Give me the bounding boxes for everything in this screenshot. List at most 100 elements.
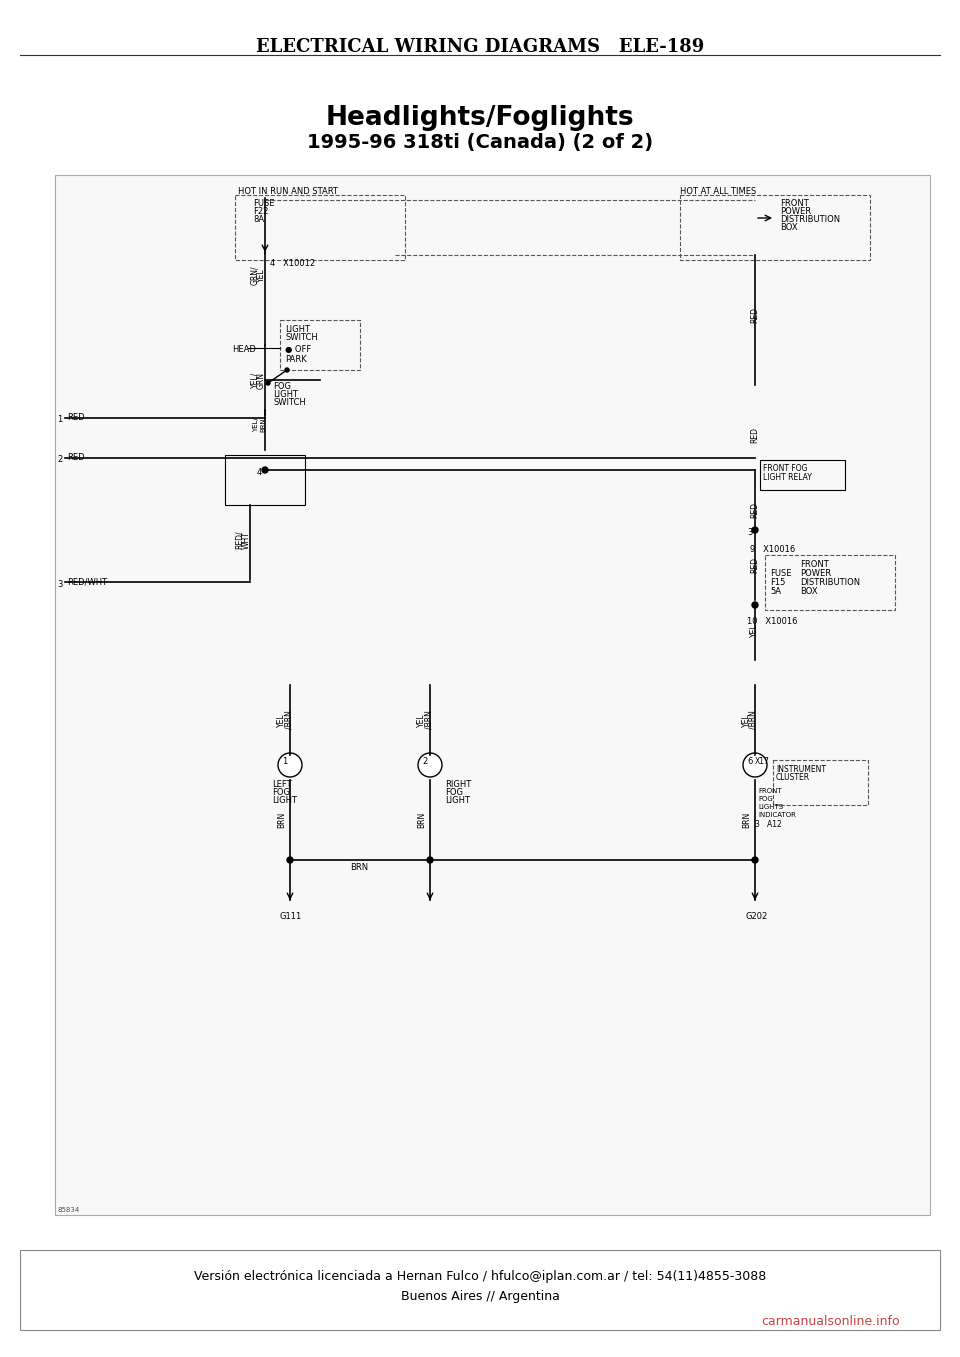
Text: BRN: BRN	[350, 863, 368, 873]
Circle shape	[278, 753, 302, 778]
Text: 8A: 8A	[253, 214, 264, 224]
Text: YEL: YEL	[277, 714, 286, 727]
Text: LIGHT RELAY: LIGHT RELAY	[763, 474, 812, 482]
Text: ELECTRICAL WIRING DIAGRAMS   ELE-189: ELECTRICAL WIRING DIAGRAMS ELE-189	[256, 38, 704, 56]
Text: /BRN: /BRN	[424, 711, 433, 730]
Circle shape	[752, 603, 758, 608]
Text: RED: RED	[750, 427, 759, 442]
Text: carmanualsonline.info: carmanualsonline.info	[761, 1315, 900, 1329]
Text: CLUSTER: CLUSTER	[776, 773, 810, 782]
Text: BOX: BOX	[780, 223, 798, 232]
Circle shape	[752, 858, 758, 863]
Text: G111: G111	[280, 912, 302, 921]
Circle shape	[287, 858, 293, 863]
Text: 3   A12: 3 A12	[755, 820, 781, 829]
Text: YEL: YEL	[750, 623, 759, 636]
Bar	[20, 1250, 940, 1330]
Text: LIGHT: LIGHT	[273, 389, 298, 399]
Circle shape	[266, 381, 270, 385]
Text: G202: G202	[745, 912, 767, 921]
Text: FRONT: FRONT	[800, 560, 828, 569]
Text: RED: RED	[67, 413, 84, 422]
Text: FUSE: FUSE	[253, 199, 275, 208]
Text: 3: 3	[57, 579, 62, 589]
Text: BRN: BRN	[260, 418, 266, 433]
Text: FOG: FOG	[758, 797, 773, 802]
Text: 1: 1	[57, 415, 62, 423]
Text: INDICATOR: INDICATOR	[758, 811, 796, 818]
Text: RED: RED	[750, 307, 759, 323]
Text: F22: F22	[253, 208, 269, 216]
Bar	[225, 455, 305, 505]
Text: DISTRIBUTION: DISTRIBUTION	[800, 578, 860, 588]
Text: POWER: POWER	[780, 208, 811, 216]
Text: BOX: BOX	[800, 588, 818, 596]
Text: SWITCH: SWITCH	[285, 332, 318, 342]
Text: LIGHT: LIGHT	[285, 324, 310, 334]
Text: 6: 6	[747, 757, 753, 765]
Circle shape	[262, 467, 268, 474]
Text: 4   X10012: 4 X10012	[270, 259, 315, 267]
Text: 5A: 5A	[770, 588, 781, 596]
Text: LIGHT: LIGHT	[445, 797, 470, 805]
Text: RIGHT: RIGHT	[445, 780, 471, 788]
Bar	[680, 195, 870, 261]
Text: FRONT: FRONT	[758, 788, 781, 794]
Text: /BRN: /BRN	[284, 711, 293, 730]
Circle shape	[427, 858, 433, 863]
Text: HEAD: HEAD	[232, 345, 256, 354]
Text: YEL/: YEL/	[250, 372, 259, 388]
Text: LEFT: LEFT	[272, 780, 292, 788]
Text: ● OFF: ● OFF	[285, 345, 311, 354]
Text: DISTRIBUTION: DISTRIBUTION	[780, 214, 840, 224]
Text: RED: RED	[750, 502, 759, 518]
Text: FRONT FOG: FRONT FOG	[763, 464, 807, 474]
Bar	[235, 195, 405, 261]
Text: F15: F15	[770, 578, 785, 588]
Text: FOG: FOG	[273, 383, 291, 391]
Text: HOT IN RUN AND START: HOT IN RUN AND START	[238, 187, 338, 195]
Text: RED: RED	[750, 556, 759, 573]
Text: YEL: YEL	[742, 714, 751, 727]
Text: 3: 3	[747, 528, 753, 537]
Text: Buenos Aires // Argentina: Buenos Aires // Argentina	[400, 1291, 560, 1303]
Text: RED: RED	[67, 453, 84, 461]
Text: PARK: PARK	[285, 356, 307, 364]
Text: INSTRUMENT: INSTRUMENT	[776, 765, 826, 773]
Text: LIGHTS: LIGHTS	[758, 803, 783, 810]
Text: 1995-96 318ti (Canada) (2 of 2): 1995-96 318ti (Canada) (2 of 2)	[307, 133, 653, 152]
Bar	[760, 460, 845, 490]
Text: YEL: YEL	[417, 714, 426, 727]
Text: LIGHT: LIGHT	[272, 797, 297, 805]
Bar	[765, 555, 895, 611]
Text: WHT: WHT	[242, 531, 251, 550]
Text: 2: 2	[422, 757, 427, 765]
Text: Versión electrónica licenciada a Hernan Fulco / hfulco@iplan.com.ar / tel: 54(11: Versión electrónica licenciada a Hernan …	[194, 1270, 766, 1282]
Text: 1: 1	[282, 757, 287, 765]
Text: HOT AT ALL TIMES: HOT AT ALL TIMES	[680, 187, 756, 195]
Text: 85834: 85834	[58, 1206, 81, 1213]
Text: FUSE: FUSE	[770, 569, 791, 578]
Bar	[55, 175, 930, 1215]
Text: 10   X10016: 10 X10016	[747, 617, 798, 626]
Text: YEL/: YEL/	[253, 418, 259, 433]
Text: GRN/: GRN/	[250, 265, 259, 285]
Text: SWITCH: SWITCH	[273, 398, 305, 407]
Text: 9   X10016: 9 X10016	[750, 546, 795, 554]
Text: FOG: FOG	[445, 788, 463, 797]
Bar	[773, 760, 868, 805]
Circle shape	[285, 368, 289, 372]
Text: BRN: BRN	[277, 811, 286, 828]
Circle shape	[752, 527, 758, 533]
Text: GRN: GRN	[257, 372, 266, 388]
Text: X17: X17	[755, 757, 770, 765]
Text: 2: 2	[57, 455, 62, 464]
Text: YEL: YEL	[257, 269, 266, 282]
Text: FRONT: FRONT	[780, 199, 808, 208]
Text: Headlights/Foglights: Headlights/Foglights	[325, 104, 635, 132]
Circle shape	[743, 753, 767, 778]
Text: 4: 4	[257, 468, 262, 478]
Text: FOG: FOG	[272, 788, 290, 797]
Circle shape	[418, 753, 442, 778]
Text: BRN: BRN	[417, 811, 426, 828]
